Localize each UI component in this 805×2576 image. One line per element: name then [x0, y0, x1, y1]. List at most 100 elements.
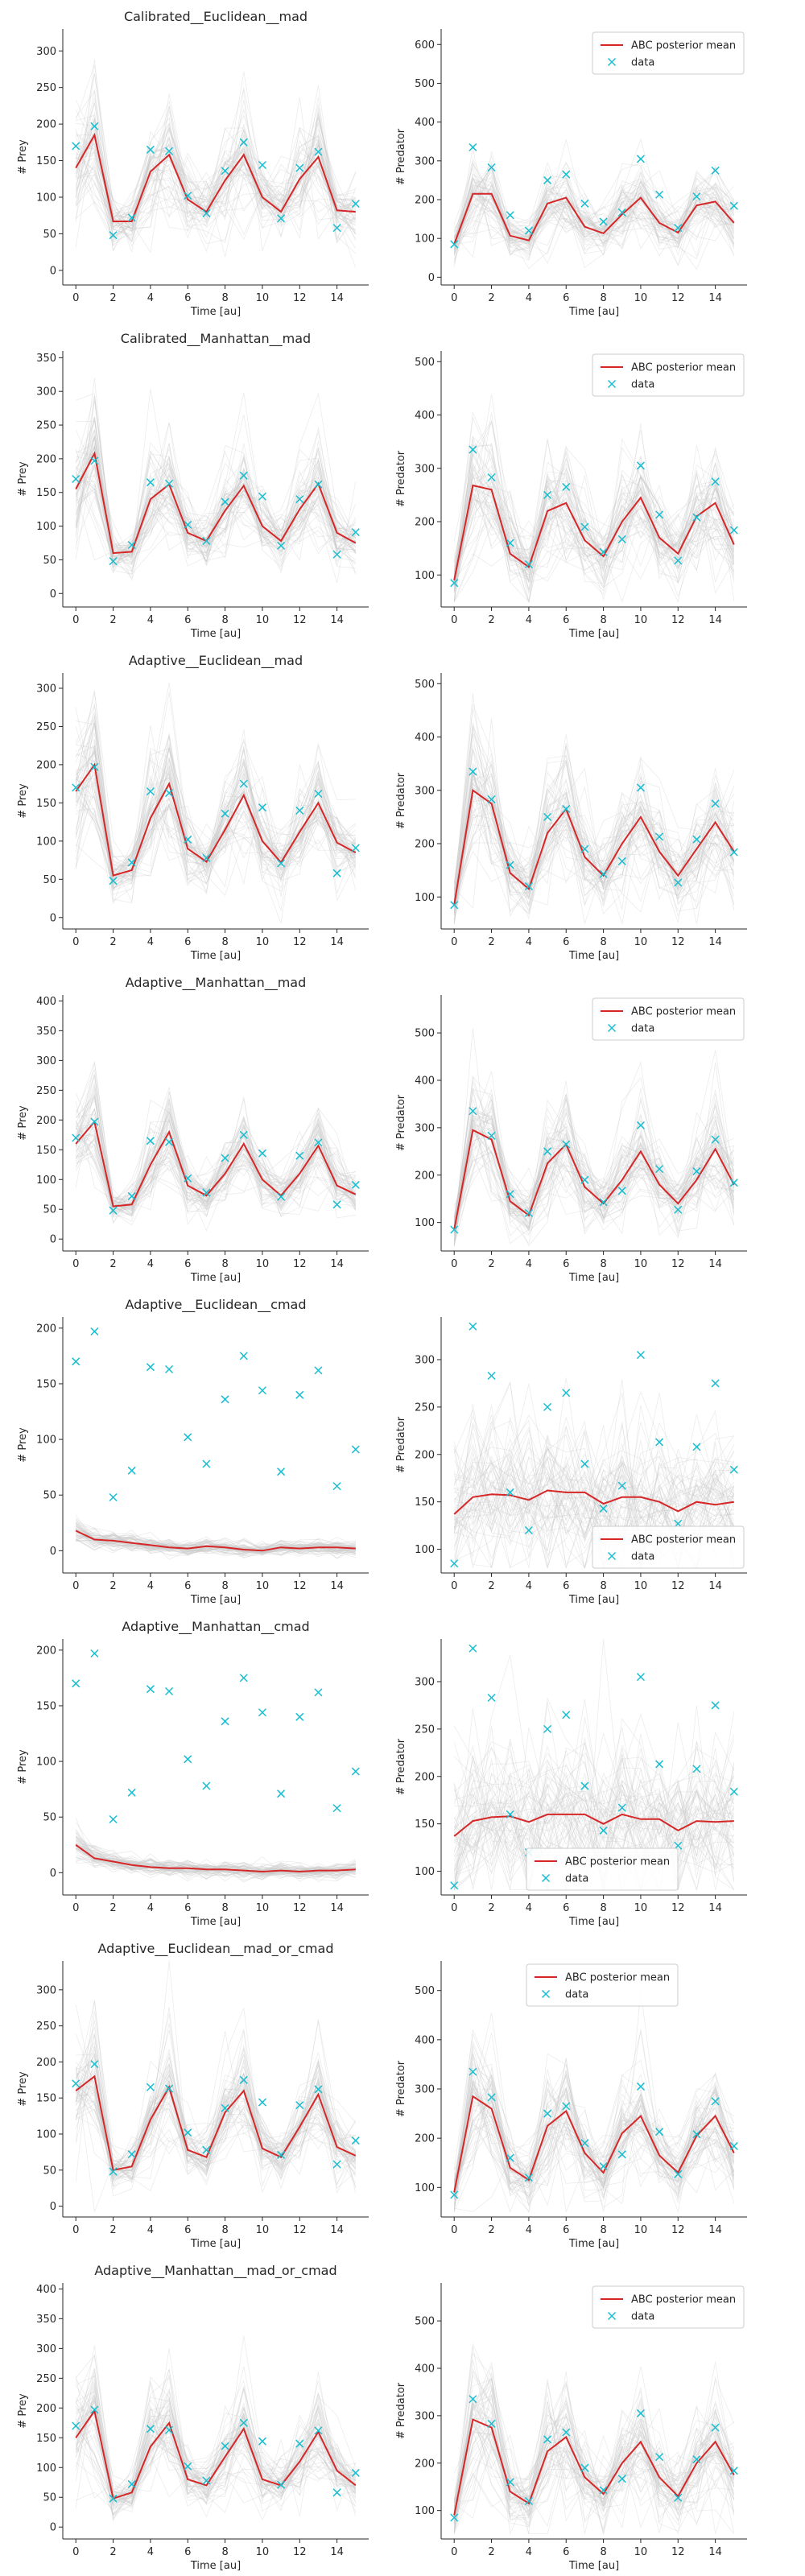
- legend: ABC posterior mean data: [592, 31, 745, 75]
- y-tick-label: 50: [43, 1490, 56, 1502]
- y-axis-label: # Predator: [395, 2382, 407, 2439]
- posterior-sample-line: [453, 2403, 734, 2531]
- legend: ABC posterior mean data: [592, 997, 745, 1041]
- posterior-sample-line: [75, 2388, 357, 2520]
- x-tick-label: 4: [526, 2546, 532, 2558]
- x-tick-label: 4: [147, 1580, 154, 1592]
- data-point: [202, 208, 211, 217]
- posterior-sample-line: [75, 1538, 356, 1555]
- posterior-sample-line: [75, 758, 357, 891]
- data-point: [506, 211, 514, 220]
- data-point: [202, 2145, 211, 2154]
- posterior-sample-line: [76, 745, 356, 885]
- y-tick-label: 150: [415, 1496, 435, 1509]
- posterior-sample-line: [76, 1856, 356, 1882]
- posterior-sample-line: [75, 2369, 356, 2495]
- posterior-sample-line: [453, 1743, 735, 1890]
- data-point: [655, 1438, 664, 1447]
- y-tick-label: 100: [36, 2462, 56, 2475]
- posterior-sample-line: [453, 163, 735, 245]
- data-point: [277, 541, 286, 550]
- posterior-samples: [453, 394, 735, 603]
- y-tick-label: 0: [50, 1234, 56, 1246]
- posterior-sample-line: [76, 2074, 357, 2180]
- posterior-sample-line: [75, 2074, 357, 2181]
- posterior-sample-line: [453, 160, 735, 245]
- x-tick-label: 8: [600, 1580, 606, 1592]
- posterior-sample-line: [76, 1836, 356, 1876]
- y-tick-label: 150: [36, 487, 56, 499]
- posterior-sample-line: [76, 142, 356, 220]
- data-point: [580, 1459, 589, 1468]
- data-point: [636, 2409, 645, 2417]
- legend: ABC posterior mean data: [592, 353, 745, 397]
- data-point: [184, 520, 192, 529]
- data-point: [184, 1174, 192, 1183]
- posterior-sample-line: [453, 1734, 735, 1890]
- posterior-sample-line: [75, 1121, 357, 1215]
- posterior-sample-line: [75, 2393, 357, 2504]
- x-tick-label: 14: [330, 1580, 344, 1592]
- posterior-sample-line: [453, 2361, 735, 2532]
- posterior-sample-line: [453, 1708, 735, 1892]
- x-tick-label: 14: [708, 292, 722, 304]
- posterior-sample-line: [454, 1790, 734, 1841]
- posterior-sample-line: [75, 473, 357, 564]
- x-axis-label: Time [au]: [190, 2560, 241, 2572]
- posterior-sample-line: [75, 1522, 357, 1558]
- x-tick-label: 8: [221, 936, 228, 948]
- posterior-sample-line: [75, 741, 356, 905]
- posterior-sample-line: [75, 2381, 357, 2510]
- posterior-sample-line: [76, 114, 356, 219]
- posterior-sample-line: [453, 768, 735, 920]
- data-point: [655, 2453, 664, 2462]
- y-tick-label: 200: [36, 759, 56, 771]
- legend-mean-label: ABC posterior mean: [631, 2294, 736, 2306]
- posterior-sample-line: [75, 416, 356, 572]
- x-tick-label: 8: [600, 1902, 606, 1914]
- posterior-sample-line: [453, 708, 734, 900]
- data-point: [109, 1814, 118, 1824]
- posterior-sample-line: [453, 1794, 735, 1890]
- posterior-sample-line: [453, 1094, 735, 1245]
- posterior-sample-line: [75, 1521, 356, 1555]
- x-tick-label: 0: [72, 1580, 79, 1592]
- data-point: [506, 539, 514, 547]
- data-point: [562, 482, 571, 491]
- posterior-sample-line: [75, 1844, 356, 1874]
- posterior-sample-line: [75, 134, 356, 237]
- posterior-sample-line: [75, 2021, 357, 2182]
- subplot-3-prey: 0 2 4 6 8 10 12 14 0 50 100 150 200 250 300 Time [au] # …: [17, 653, 369, 962]
- posterior-sample-line: [453, 773, 735, 889]
- data-point: [711, 1701, 720, 1710]
- posterior-sample-line: [75, 732, 356, 889]
- posterior-sample-line: [453, 2071, 735, 2213]
- data-point: [239, 1130, 248, 1139]
- posterior-mean-line: [453, 1813, 734, 1837]
- posterior-sample-line: [75, 446, 357, 558]
- subplot-3-predator: 0 2 4 6 8 10 12 14 100 200 300 400 500 Time [au] # Pre…: [395, 673, 747, 962]
- data-point: [450, 1559, 459, 1568]
- posterior-sample-line: [453, 485, 735, 589]
- subplot-2-prey: 0 2 4 6 8 10 12 14 0 50 100 150 200 250 300 350 Time [au…: [17, 331, 369, 640]
- y-axis-label: # Predator: [395, 2060, 407, 2117]
- posterior-sample-line: [454, 1460, 735, 1540]
- posterior-mean-line: [453, 2095, 735, 2193]
- posterior-sample-line: [453, 798, 735, 901]
- posterior-sample-line: [453, 2112, 735, 2205]
- posterior-sample-line: [75, 2400, 357, 2522]
- posterior-sample-line: [453, 158, 735, 257]
- data-point: [184, 2462, 192, 2471]
- posterior-sample-line: [75, 722, 357, 879]
- posterior-sample-line: [453, 483, 735, 584]
- y-tick-label: 100: [36, 192, 56, 204]
- data-point: [487, 1693, 496, 1703]
- data-point: [332, 869, 341, 877]
- data-point: [711, 2097, 720, 2106]
- posterior-sample-line: [75, 770, 357, 881]
- posterior-sample-line: [76, 2053, 357, 2179]
- posterior-sample-line: [453, 2078, 735, 2214]
- posterior-sample-line: [453, 1990, 735, 2208]
- y-tick-label: 250: [36, 721, 56, 733]
- posterior-mean-line: [453, 1129, 735, 1230]
